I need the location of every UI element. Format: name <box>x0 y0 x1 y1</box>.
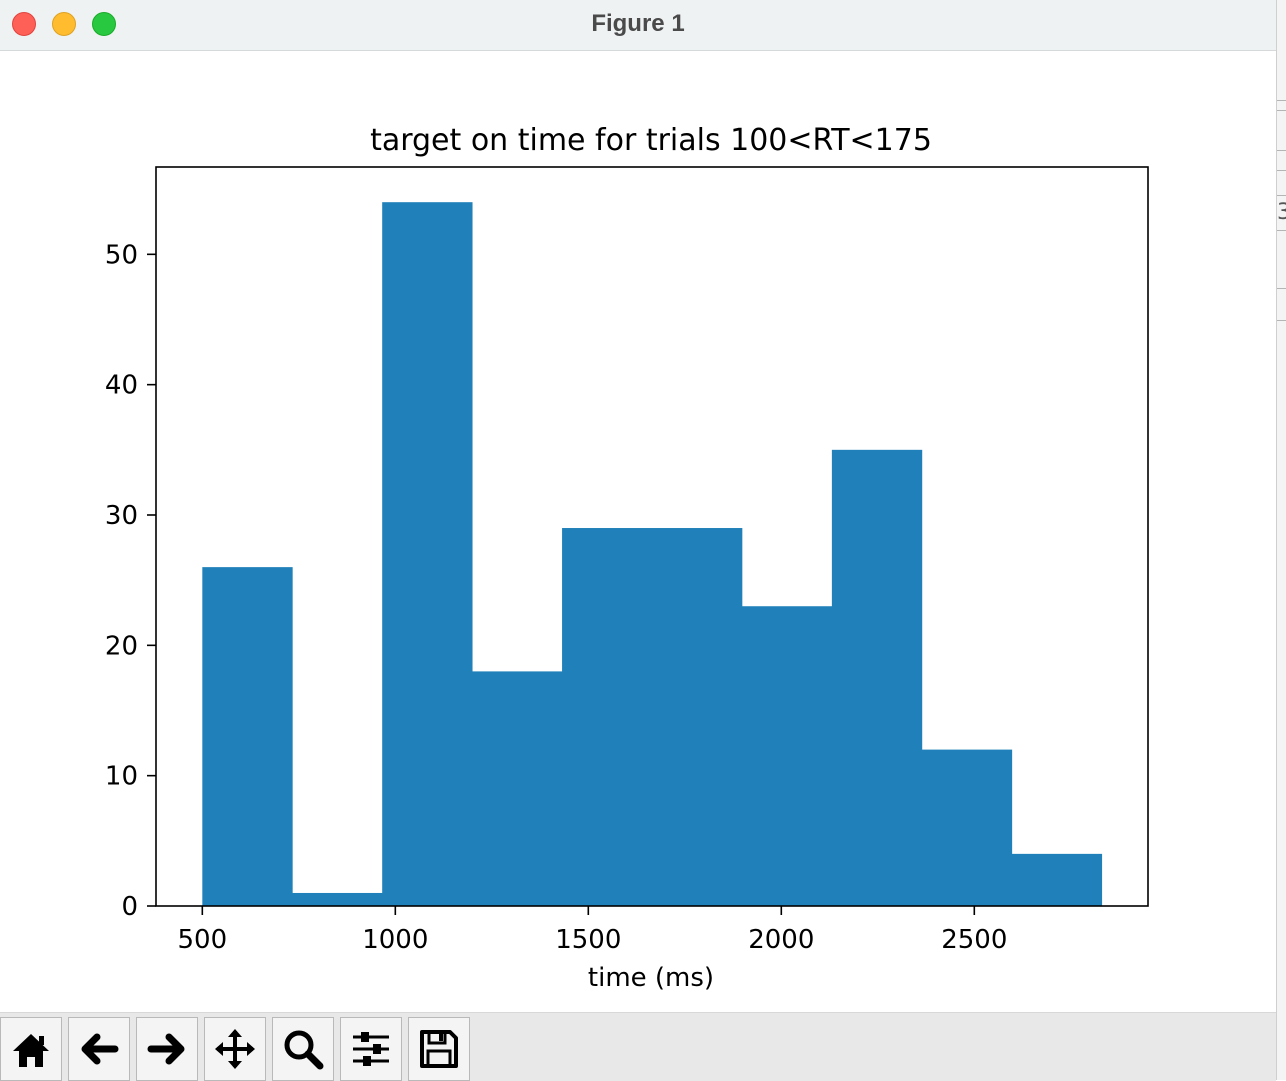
edge-line <box>1277 100 1286 101</box>
window-titlebar: Figure 1 <box>0 0 1276 51</box>
forward-arrow-icon <box>147 1033 185 1065</box>
configure-subplots-icon <box>353 1032 389 1066</box>
pan-move-icon <box>215 1029 255 1069</box>
histogram-bar <box>1011 853 1103 906</box>
plot-frame <box>155 166 1149 907</box>
edge-line <box>1277 170 1286 171</box>
x-axis-ticks: 500 1000 1500 2000 2500 <box>177 906 1007 955</box>
edge-line <box>1277 288 1286 289</box>
histogram-bars <box>202 202 1103 906</box>
x-tick-label: 500 <box>177 925 227 955</box>
window-title: Figure 1 <box>591 10 685 37</box>
histogram-bar <box>831 449 923 906</box>
x-tick-label: 1000 <box>362 925 428 955</box>
histogram-bar <box>472 671 563 906</box>
navigation-toolbar <box>0 1012 1276 1081</box>
y-tick-label: 10 <box>105 762 138 792</box>
y-axis-ticks: 0 10 20 30 40 50 <box>105 240 156 922</box>
histogram-bar <box>382 202 473 906</box>
edge-line <box>1277 195 1286 196</box>
y-tick-label: 20 <box>105 631 138 661</box>
histogram-bar <box>741 606 833 906</box>
y-tick-label: 40 <box>105 371 138 401</box>
histogram-bar <box>202 567 293 906</box>
save-button[interactable] <box>408 1017 470 1081</box>
save-floppy-icon <box>420 1030 458 1068</box>
edge-line <box>1277 320 1286 321</box>
background-window-edge: 3 <box>1276 0 1286 1080</box>
maximize-window-button[interactable] <box>92 12 116 36</box>
pan-button[interactable] <box>204 1017 266 1081</box>
x-tick-label: 1500 <box>555 925 621 955</box>
close-window-button[interactable] <box>12 12 36 36</box>
edge-line <box>1277 230 1286 231</box>
histogram-bar <box>562 528 653 906</box>
y-tick-label: 50 <box>105 240 138 270</box>
back-arrow-icon <box>81 1033 119 1065</box>
zoom-magnifier-icon <box>284 1030 324 1070</box>
zoom-button[interactable] <box>272 1017 334 1081</box>
forward-button[interactable] <box>136 1017 198 1081</box>
histogram-bar <box>652 528 743 906</box>
histogram-bar <box>921 749 1013 906</box>
histogram-bar <box>292 892 383 906</box>
x-tick-label: 2000 <box>748 925 814 955</box>
configure-subplots-button[interactable] <box>340 1017 402 1081</box>
y-tick-label: 0 <box>121 892 138 922</box>
home-button[interactable] <box>0 1017 62 1081</box>
edge-line <box>1277 150 1286 151</box>
histogram-chart: target on time for trials 100<RT<175 500… <box>105 123 1149 993</box>
chart-title: target on time for trials 100<RT<175 <box>370 123 932 158</box>
edge-glyph: 3 <box>1277 200 1286 225</box>
home-icon <box>13 1034 49 1067</box>
y-tick-label: 30 <box>105 501 138 531</box>
minimize-window-button[interactable] <box>52 12 76 36</box>
x-axis-label: time (ms) <box>588 963 714 993</box>
edge-line <box>1277 110 1286 111</box>
back-button[interactable] <box>68 1017 130 1081</box>
x-tick-label: 2500 <box>941 925 1007 955</box>
